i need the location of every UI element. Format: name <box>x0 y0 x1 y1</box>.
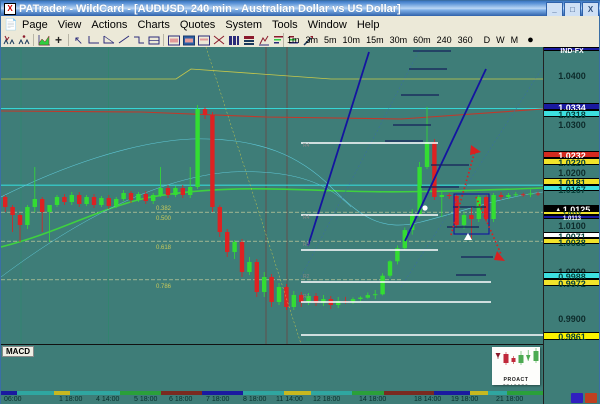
svg-text:R4: R4 <box>303 143 310 149</box>
svg-text:R2: R2 <box>303 274 310 280</box>
svg-text:R4: R4 <box>303 215 310 221</box>
svg-text:R3: R3 <box>303 242 310 248</box>
svg-text:R1: R1 <box>303 294 310 300</box>
